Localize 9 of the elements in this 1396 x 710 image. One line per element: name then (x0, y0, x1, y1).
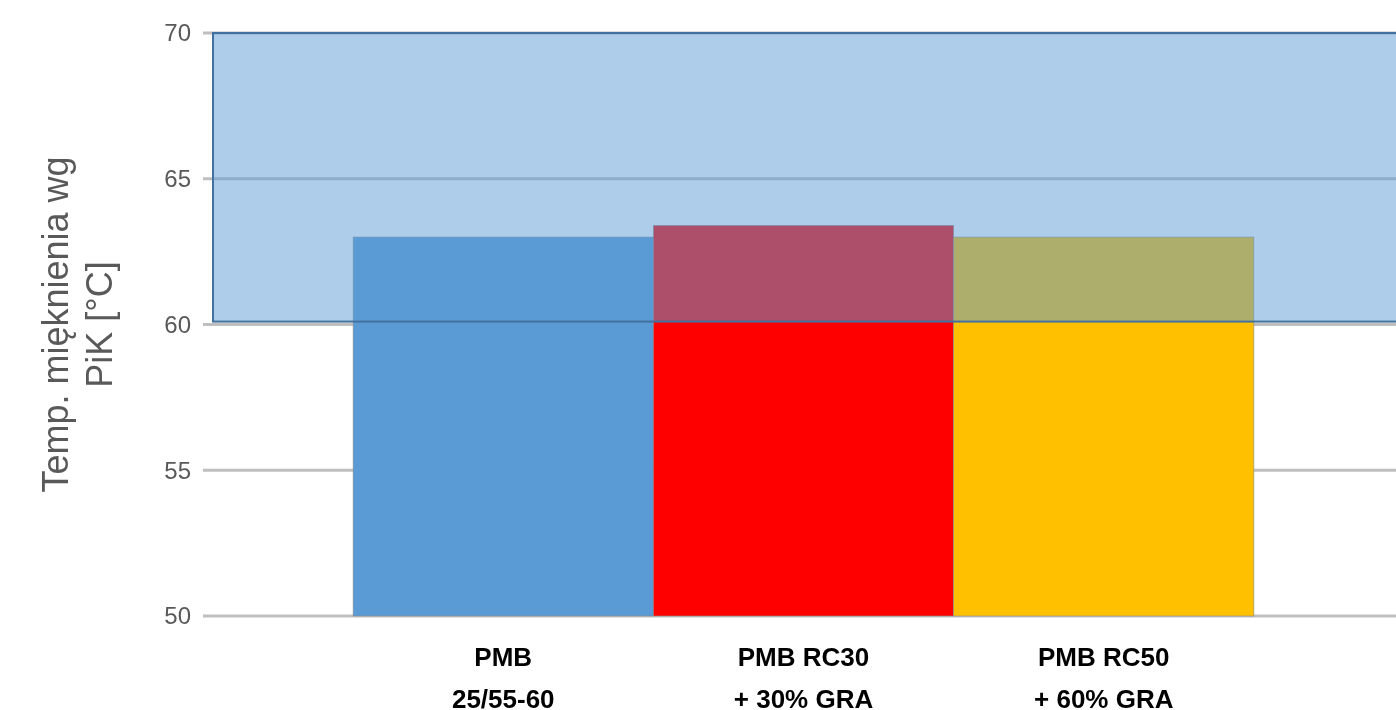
x-tick-label: PMB RC30 + 30% GRA (733, 642, 874, 710)
y-tick-label: 50 (164, 602, 191, 630)
y-axis-title: Temp. mięknienia wg PiK [°C] (35, 156, 120, 493)
y-tick-label: 55 (164, 456, 191, 484)
y-tick-label: 70 (164, 19, 191, 47)
y-tick-label: 60 (164, 310, 191, 338)
x-tick-label: PMB 25/55-60 (451, 642, 555, 710)
x-tick-label: PMB RC50 + 60% GRA (1034, 642, 1174, 710)
y-tick-label: 65 (164, 165, 191, 193)
